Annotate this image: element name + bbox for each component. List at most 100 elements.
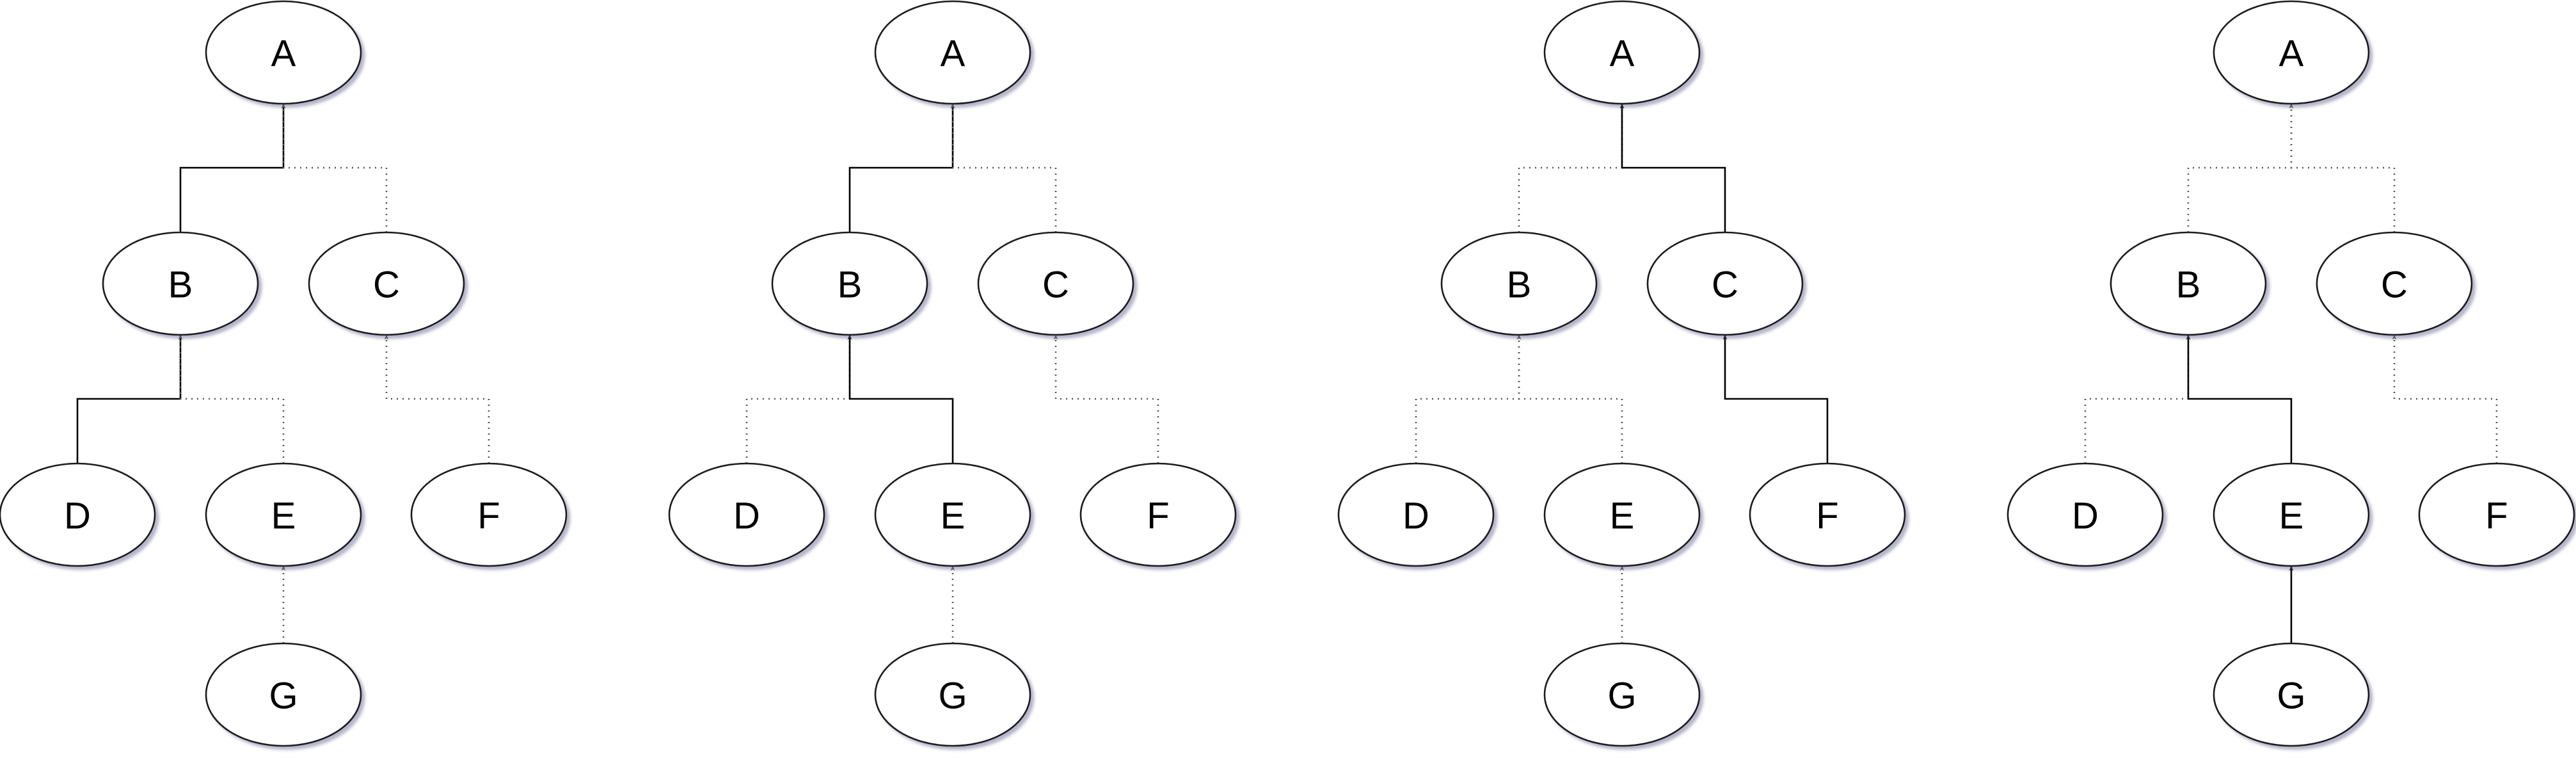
- node-label: A: [271, 33, 296, 75]
- edge-tree-2-f-to-c: [1053, 335, 1159, 464]
- edge-tree-2-d-to-b: [745, 335, 852, 464]
- node-ellipse: [1337, 462, 1495, 567]
- node-ellipse: [205, 642, 362, 747]
- node-label: F: [1147, 496, 1169, 537]
- edge-tree-1-b-to-a: [179, 104, 286, 232]
- edge-tree-3-d-to-b: [1415, 335, 1522, 464]
- node-tree-2-g: G: [874, 642, 1031, 747]
- node-label: A: [1610, 33, 1635, 75]
- node-ellipse: [2316, 231, 2473, 336]
- edge-tree-4-e-to-b: [2186, 335, 2293, 464]
- node-ellipse: [977, 231, 1134, 336]
- node-ellipse: [205, 0, 362, 105]
- node-label: G: [1607, 675, 1636, 717]
- node-ellipse: [2007, 462, 2164, 567]
- node-ellipse: [0, 462, 156, 567]
- node-label: E: [271, 496, 296, 537]
- node-label: C: [373, 264, 400, 306]
- node-ellipse: [874, 642, 1031, 747]
- node-tree-4-a: A: [2213, 0, 2370, 105]
- edge-tree-1-d-to-b: [76, 335, 183, 464]
- edge-tree-4-b-to-a: [2187, 104, 2294, 232]
- node-label: D: [64, 496, 91, 537]
- node-label: E: [941, 496, 966, 537]
- node-tree-4-f: F: [2418, 462, 2575, 567]
- node-ellipse: [1749, 462, 1906, 567]
- node-label: E: [2279, 496, 2304, 537]
- node-tree-2-a: A: [874, 0, 1031, 105]
- node-tree-3-f: F: [1749, 462, 1906, 567]
- node-tree-1-g: G: [205, 642, 362, 747]
- node-tree-1-e: E: [205, 462, 362, 567]
- node-ellipse: [1543, 462, 1701, 567]
- node-label: D: [2072, 496, 2099, 537]
- edge-tree-1-e-to-b: [178, 335, 285, 464]
- edge-tree-3-b-to-a: [1518, 104, 1625, 232]
- node-ellipse: [2110, 231, 2267, 336]
- node-label: B: [2176, 264, 2201, 306]
- node-tree-3-b: B: [1440, 231, 1598, 336]
- edge-tree-3-f-to-c: [1722, 335, 1829, 464]
- node-ellipse: [2418, 462, 2575, 567]
- node-tree-3-c: C: [1646, 231, 1804, 336]
- node-tree-1-d: D: [0, 462, 156, 567]
- edge-tree-3-c-to-a: [1619, 104, 1726, 232]
- node-label: B: [1507, 264, 1532, 306]
- node-tree-2-e: E: [874, 462, 1031, 567]
- node-label: D: [733, 496, 760, 537]
- node-tree-3-a: A: [1543, 0, 1701, 105]
- node-label: G: [2277, 675, 2305, 717]
- node-ellipse: [410, 462, 568, 567]
- node-label: A: [2279, 33, 2304, 75]
- edge-tree-4-f-to-c: [2392, 335, 2498, 464]
- node-tree-3-e: E: [1543, 462, 1701, 567]
- node-ellipse: [1646, 231, 1804, 336]
- node-ellipse: [2213, 642, 2370, 747]
- edge-tree-2-e-to-b: [847, 335, 954, 464]
- edge-tree-3-e-to-b: [1516, 335, 1623, 464]
- node-tree-4-d: D: [2007, 462, 2164, 567]
- edge-tree-2-c-to-a: [950, 104, 1057, 232]
- edge-tree-4-c-to-a: [2289, 104, 2396, 232]
- node-tree-2-f: F: [1079, 462, 1237, 567]
- node-ellipse: [1543, 0, 1701, 105]
- node-ellipse: [1440, 231, 1598, 336]
- node-tree-4-g: G: [2213, 642, 2370, 747]
- edge-tree-2-b-to-a: [848, 104, 955, 232]
- node-tree-1-c: C: [308, 231, 465, 336]
- node-ellipse: [771, 231, 928, 336]
- node-label: G: [938, 675, 967, 717]
- node-label: B: [168, 264, 193, 306]
- node-label: A: [941, 33, 966, 75]
- node-label: C: [1712, 264, 1738, 306]
- node-ellipse: [1079, 462, 1237, 567]
- edges-layer: [76, 104, 2498, 643]
- node-ellipse: [1543, 642, 1701, 747]
- node-tree-4-e: E: [2213, 462, 2370, 567]
- node-ellipse: [874, 0, 1031, 105]
- node-tree-2-c: C: [977, 231, 1134, 336]
- node-tree-1-b: B: [102, 231, 259, 336]
- node-label: C: [1042, 264, 1069, 306]
- edge-tree-1-c-to-a: [281, 104, 388, 232]
- node-label: G: [269, 675, 298, 717]
- node-label: F: [2485, 496, 2508, 537]
- node-tree-3-d: D: [1337, 462, 1495, 567]
- node-tree-2-d: D: [668, 462, 825, 567]
- node-label: D: [1403, 496, 1429, 537]
- node-ellipse: [874, 462, 1031, 567]
- node-tree-3-g: G: [1543, 642, 1701, 747]
- node-tree-2-b: B: [771, 231, 928, 336]
- node-label: F: [477, 496, 500, 537]
- node-ellipse: [668, 462, 825, 567]
- node-ellipse: [308, 231, 465, 336]
- node-label: B: [838, 264, 863, 306]
- node-tree-4-b: B: [2110, 231, 2267, 336]
- node-label: C: [2381, 264, 2408, 306]
- node-ellipse: [2213, 462, 2370, 567]
- node-ellipse: [2213, 0, 2370, 105]
- node-tree-1-a: A: [205, 0, 362, 105]
- node-label: E: [1610, 496, 1635, 537]
